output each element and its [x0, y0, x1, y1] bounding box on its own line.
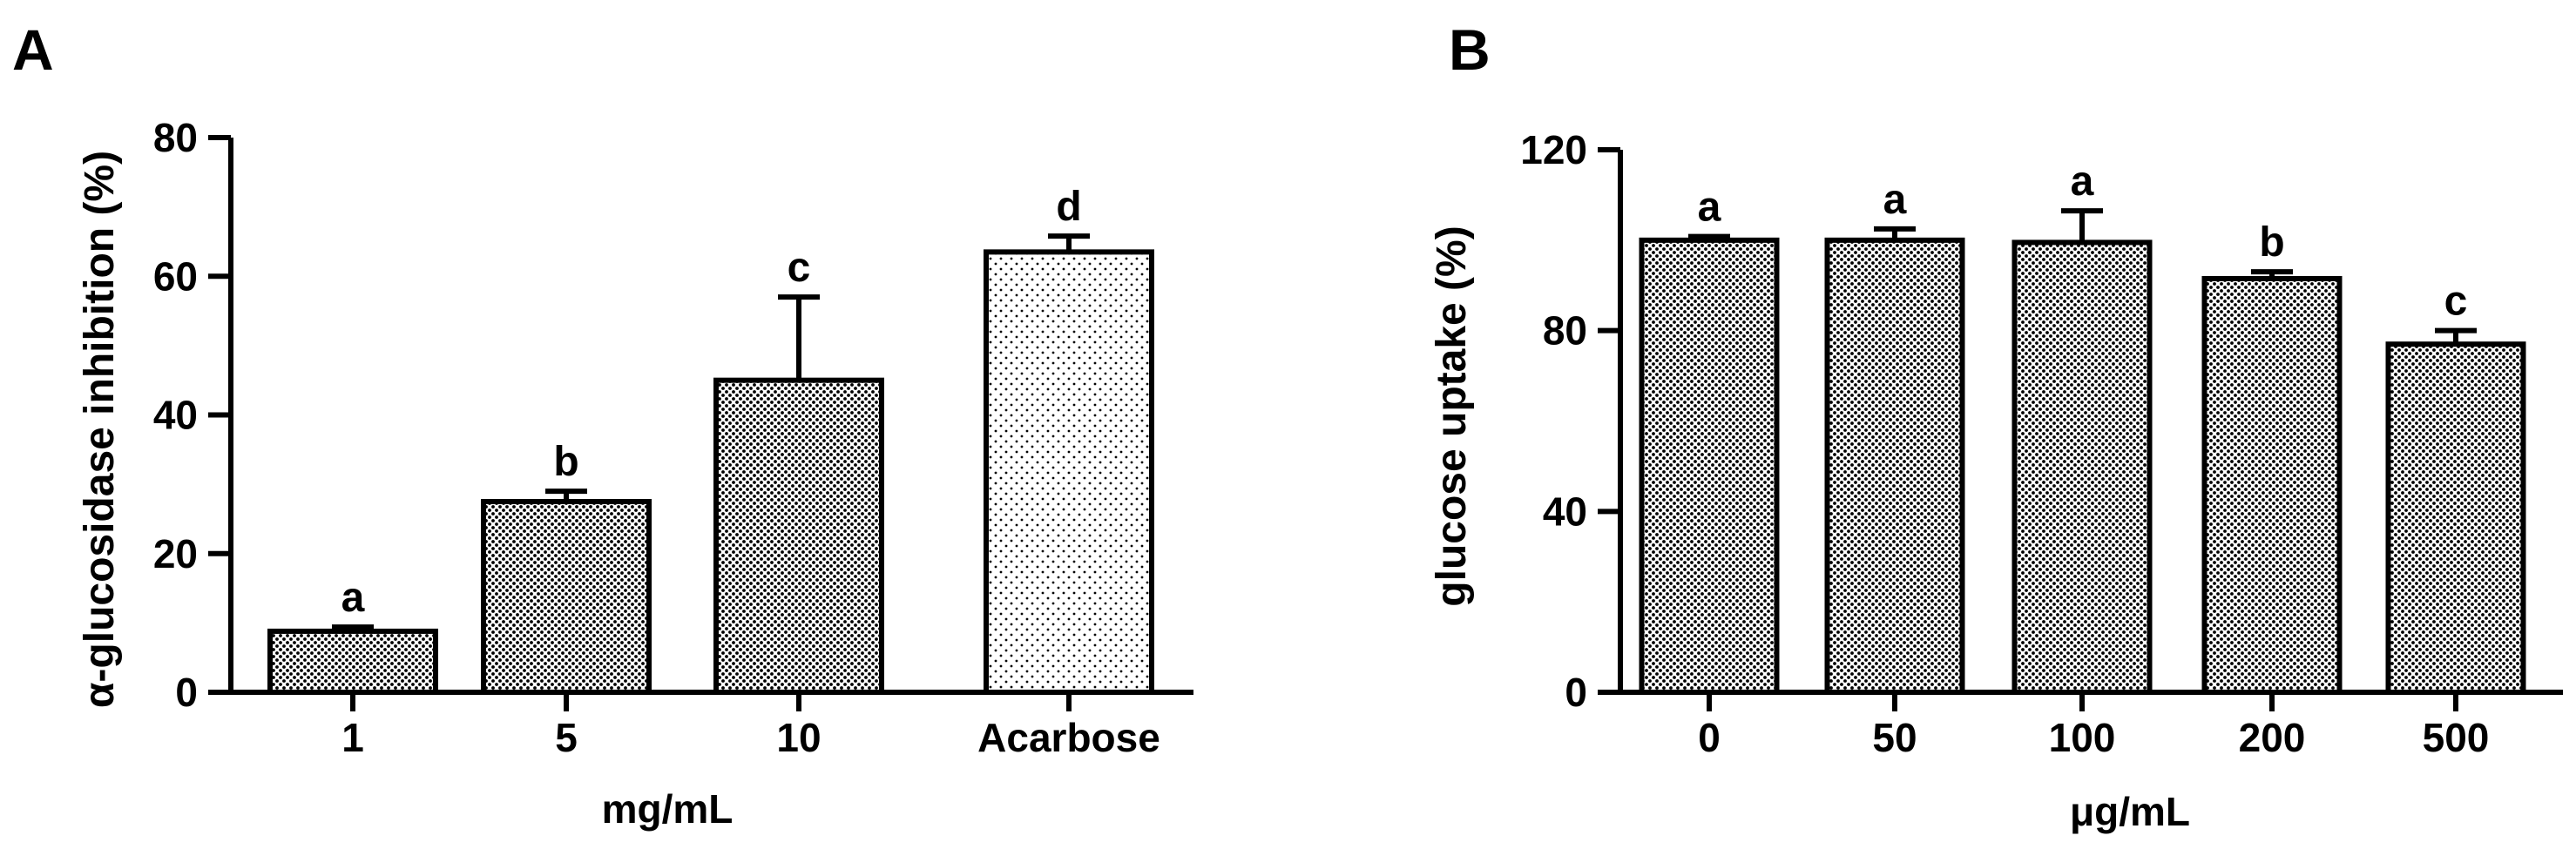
x-tick-label: 500	[2423, 715, 2490, 760]
x-tick-label: 0	[1698, 715, 1721, 760]
x-tick-label: 5	[555, 715, 578, 760]
x-tick-label: 1	[341, 715, 364, 760]
y-tick-label: 20	[153, 531, 198, 576]
bar	[713, 377, 884, 695]
significance-letter: c	[788, 245, 811, 291]
x-tick-label: 100	[2049, 715, 2116, 760]
significance-letter: c	[2444, 279, 2468, 325]
y-tick-label: 40	[1543, 489, 1587, 534]
panel-a: A α-glucosidase inhibition (%) mg/mL 0 20…	[12, 17, 1193, 832]
significance-letter: b	[553, 439, 578, 485]
significance-letter: a	[341, 575, 365, 621]
significance-letter: a	[2071, 158, 2094, 205]
panel-a-xlabel: mg/mL	[602, 786, 734, 832]
bar	[2385, 341, 2526, 695]
x-tick-label: Acarbose	[977, 715, 1160, 760]
bar	[2011, 239, 2153, 696]
bar	[481, 499, 652, 695]
bar	[1824, 237, 1965, 696]
bar	[267, 628, 438, 695]
panel-a-label: A	[12, 17, 54, 82]
x-tick-label: 10	[776, 715, 821, 760]
significance-letter: d	[1056, 184, 1081, 230]
significance-letter: b	[2259, 219, 2284, 266]
panel-b-label: B	[1449, 17, 1491, 82]
panel-a-plot: 0 20 40 60 80 a 1 b 5 c 10 d Acarbose	[153, 115, 1193, 760]
panel-b-plot: 0 40 80 120 a 0 a 50 a 100 b 200 c 500	[1520, 127, 2563, 760]
bar	[1639, 237, 1780, 696]
y-tick-label: 80	[1543, 308, 1587, 354]
y-tick-label: 120	[1520, 127, 1587, 172]
x-tick-label: 50	[1872, 715, 1917, 760]
panel-b: B glucose uptake (%) μg/mL 0 40 80 120 a 0 a 50…	[1429, 17, 2563, 834]
y-tick-label: 80	[153, 115, 198, 160]
panel-b-xlabel: μg/mL	[2070, 789, 2190, 834]
panel-b-ylabel: glucose uptake (%)	[1429, 226, 1475, 606]
bar	[984, 249, 1154, 695]
significance-letter: a	[1698, 185, 1721, 231]
x-tick-label: 200	[2239, 715, 2306, 760]
panel-a-ylabel: α-glucosidase inhibition (%)	[77, 151, 123, 708]
y-tick-label: 0	[175, 670, 198, 715]
significance-letter: a	[1883, 177, 1907, 223]
bar	[2201, 275, 2343, 695]
y-tick-label: 40	[153, 393, 198, 438]
y-tick-label: 60	[153, 253, 198, 299]
y-tick-label: 0	[1565, 670, 1587, 715]
